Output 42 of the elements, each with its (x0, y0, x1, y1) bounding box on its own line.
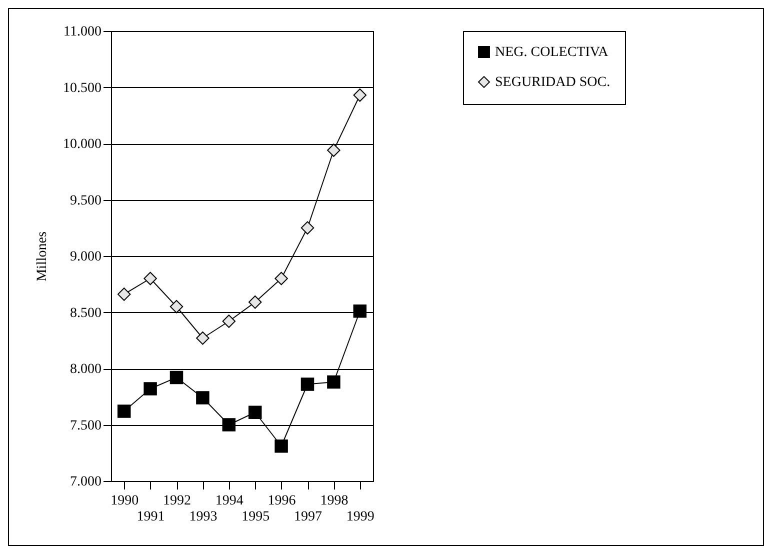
y-tick-label: 8.000 (70, 362, 102, 377)
x-tick-label: 1992 (163, 494, 191, 508)
point (353, 304, 367, 318)
x-tick-label: 1995 (242, 510, 270, 524)
point (170, 300, 184, 314)
x-tick-label: 1998 (320, 494, 348, 508)
y-tick-label: 9.000 (70, 250, 102, 264)
legend-label: NEG. COLECTIVA (495, 45, 610, 60)
point (196, 332, 210, 345)
x-tick-label: 1991 (136, 510, 165, 524)
point (170, 370, 184, 384)
point (144, 382, 157, 396)
y-tick-label: 10.000 (63, 137, 102, 152)
point (300, 378, 314, 391)
point (327, 375, 340, 389)
y-tick-label: 8.500 (70, 306, 102, 321)
point (117, 288, 131, 301)
x-tick-label: 1996 (268, 494, 296, 508)
y-tick-label: 7.500 (70, 418, 102, 434)
x-tick-label: 1993 (189, 510, 218, 524)
y-tick-label: 11.000 (64, 24, 102, 40)
x-tick-label: 1999 (346, 510, 374, 524)
legend-label: SEGURIDAD SOC. (495, 75, 610, 90)
x-tick-label: 1994 (215, 494, 244, 508)
point (222, 418, 236, 432)
point (248, 406, 262, 419)
point (222, 314, 236, 328)
point (144, 272, 157, 286)
point (117, 404, 131, 418)
point (274, 440, 288, 453)
point (248, 296, 262, 309)
y-tick-label: 10.500 (63, 80, 102, 96)
x-tick-label: 1990 (110, 494, 139, 508)
y-tick-label: 7.000 (70, 474, 102, 490)
x-tick-label: 1997 (294, 510, 322, 524)
point (327, 144, 340, 157)
point (300, 221, 314, 234)
y-axis-title: Millones (35, 232, 50, 282)
point (353, 88, 367, 102)
point (274, 272, 288, 286)
point (196, 391, 210, 404)
y-tick-label: 9.500 (70, 193, 102, 208)
